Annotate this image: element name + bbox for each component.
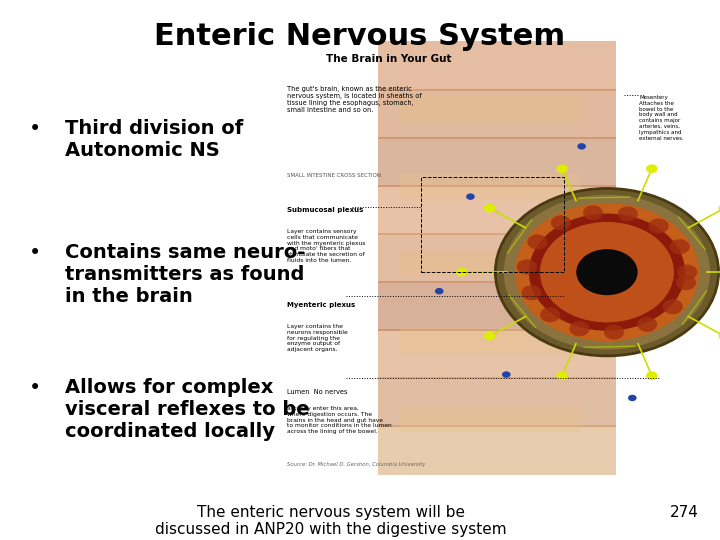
Ellipse shape bbox=[540, 222, 674, 322]
Ellipse shape bbox=[576, 249, 638, 295]
Bar bbox=[400, 173, 581, 199]
Text: The gut's brain, known as the enteric
nervous system, is located in sheaths of
t: The gut's brain, known as the enteric ne… bbox=[287, 86, 422, 113]
Bar bbox=[400, 406, 581, 432]
Circle shape bbox=[484, 332, 495, 340]
Ellipse shape bbox=[662, 299, 683, 314]
Bar bbox=[378, 377, 616, 427]
Ellipse shape bbox=[604, 325, 624, 340]
Text: Source: Dr. Michael D. Gershon, Columbia University: Source: Dr. Michael D. Gershon, Columbia… bbox=[287, 462, 426, 467]
Text: actually enter this area,
where digestion occurs. The
brains in the head and gut: actually enter this area, where digestio… bbox=[287, 406, 392, 434]
Circle shape bbox=[484, 204, 495, 213]
Ellipse shape bbox=[515, 203, 699, 341]
Bar bbox=[400, 251, 581, 276]
Circle shape bbox=[646, 164, 657, 173]
Circle shape bbox=[502, 372, 510, 378]
Text: Enteric Nervous System: Enteric Nervous System bbox=[154, 22, 566, 51]
Ellipse shape bbox=[517, 259, 537, 274]
Bar bbox=[378, 233, 616, 283]
Bar bbox=[378, 185, 616, 235]
Ellipse shape bbox=[670, 239, 690, 254]
Text: •: • bbox=[29, 378, 41, 398]
Ellipse shape bbox=[583, 205, 603, 220]
Text: Layer contains sensory
cells that communicate
with the myenteric plexus
and moto: Layer contains sensory cells that commun… bbox=[287, 229, 366, 263]
Text: Layer contains the
neurons responsible
for regulating the
enzyme output of
adjac: Layer contains the neurons responsible f… bbox=[287, 324, 348, 352]
Ellipse shape bbox=[649, 219, 669, 233]
Circle shape bbox=[719, 204, 720, 213]
Circle shape bbox=[557, 372, 568, 380]
Text: SMALL INTESTINE CROSS SECTION: SMALL INTESTINE CROSS SECTION bbox=[287, 173, 382, 178]
Circle shape bbox=[719, 332, 720, 340]
Ellipse shape bbox=[527, 234, 547, 249]
Circle shape bbox=[628, 395, 636, 401]
Text: The enteric nervous system will be
discussed in ANP20 with the digestive system: The enteric nervous system will be discu… bbox=[156, 505, 507, 537]
Ellipse shape bbox=[528, 214, 685, 330]
Text: The Brain in Your Gut: The Brain in Your Gut bbox=[326, 54, 451, 64]
Circle shape bbox=[466, 193, 474, 200]
Ellipse shape bbox=[637, 317, 657, 332]
Ellipse shape bbox=[504, 195, 710, 349]
Bar bbox=[378, 281, 616, 331]
Circle shape bbox=[577, 143, 586, 150]
Text: Myenteric plexus: Myenteric plexus bbox=[287, 302, 356, 308]
Ellipse shape bbox=[551, 215, 571, 231]
Bar bbox=[378, 329, 616, 379]
Text: Mesentery
Attaches the
bowel to the
body wall and
contains major
arteries, veins: Mesentery Attaches the bowel to the body… bbox=[639, 95, 684, 140]
Text: 274: 274 bbox=[670, 505, 698, 520]
Text: Contains same neuro-
transmitters as found
in the brain: Contains same neuro- transmitters as fou… bbox=[65, 243, 305, 306]
Ellipse shape bbox=[495, 188, 719, 356]
Ellipse shape bbox=[678, 265, 698, 280]
Text: Third division of
Autonomic NS: Third division of Autonomic NS bbox=[65, 119, 243, 160]
Text: Lumen  No nerves: Lumen No nerves bbox=[287, 389, 348, 395]
Ellipse shape bbox=[570, 321, 590, 336]
Circle shape bbox=[646, 372, 657, 380]
Bar bbox=[378, 137, 616, 187]
Ellipse shape bbox=[618, 206, 638, 221]
Bar bbox=[270, 43, 702, 475]
Bar bbox=[400, 95, 581, 121]
Ellipse shape bbox=[676, 275, 696, 290]
Bar bbox=[378, 425, 616, 475]
Circle shape bbox=[557, 164, 568, 173]
Ellipse shape bbox=[540, 307, 560, 322]
Text: Submucosal plexus: Submucosal plexus bbox=[287, 207, 364, 213]
Text: •: • bbox=[29, 243, 41, 263]
Circle shape bbox=[435, 288, 444, 294]
Bar bbox=[378, 89, 616, 139]
Bar bbox=[378, 41, 616, 91]
Bar bbox=[400, 328, 581, 354]
Text: •: • bbox=[29, 119, 41, 139]
Circle shape bbox=[456, 268, 468, 276]
Text: Allows for complex
visceral reflexes to be
coordinated locally: Allows for complex visceral reflexes to … bbox=[65, 378, 310, 441]
Ellipse shape bbox=[521, 285, 541, 300]
